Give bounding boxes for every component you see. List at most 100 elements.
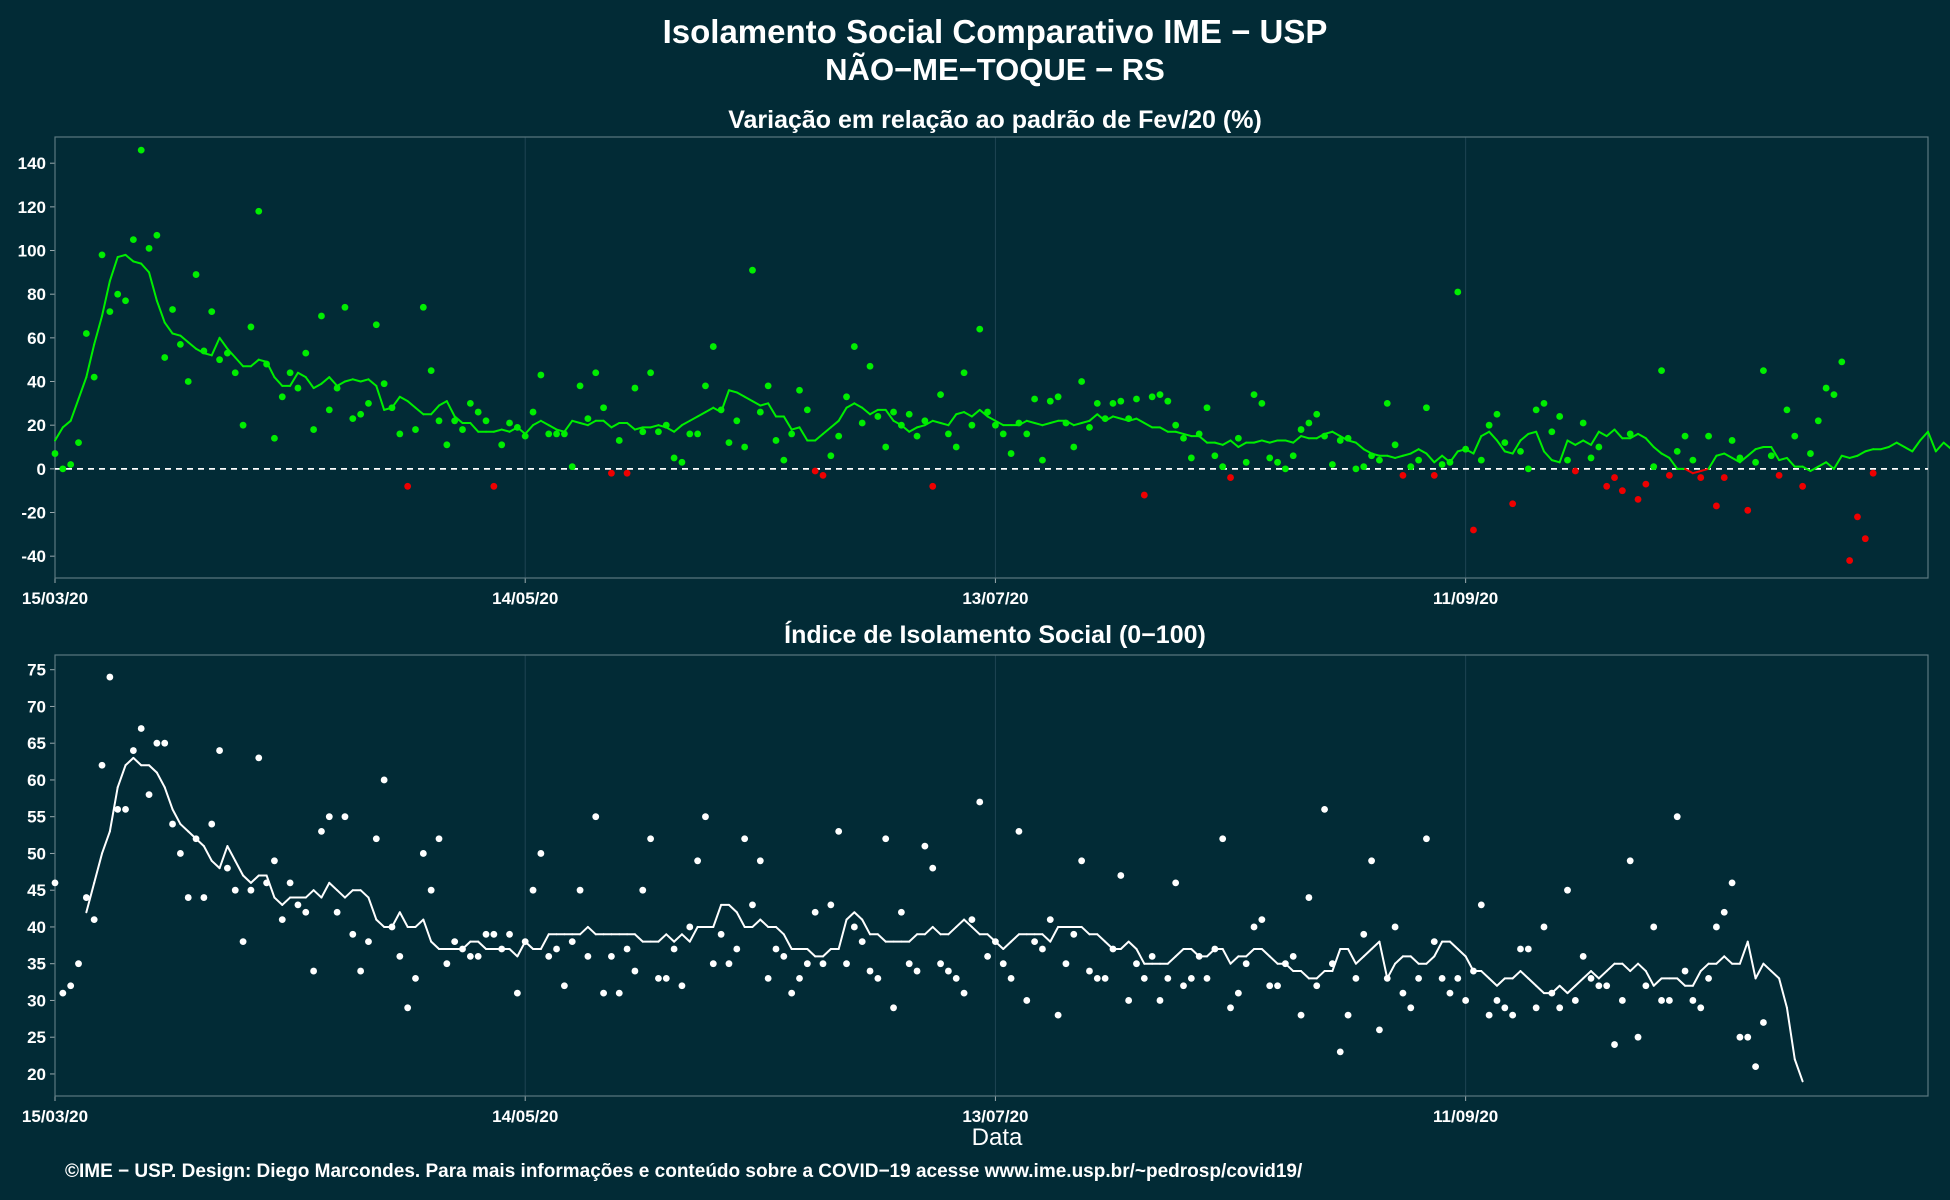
data-point	[749, 266, 756, 274]
moving-average-segment	[1652, 446, 1663, 455]
data-point	[122, 297, 129, 305]
data-point	[686, 923, 694, 931]
y-tick-label: 40	[27, 918, 46, 937]
data-point	[780, 952, 788, 960]
data-point	[318, 312, 325, 320]
moving-average-segment	[320, 376, 331, 385]
data-point	[1266, 982, 1274, 990]
data-point	[255, 207, 263, 215]
moving-average-segment	[908, 933, 919, 943]
data-point	[310, 967, 318, 975]
data-point	[1509, 1011, 1517, 1019]
y-tick-label: 35	[27, 955, 46, 974]
data-point	[1799, 482, 1807, 490]
moving-average-segment	[1558, 439, 1569, 464]
moving-average-segment	[1903, 446, 1914, 453]
data-point	[1070, 443, 1078, 451]
moving-average-segment	[657, 933, 668, 943]
data-point	[835, 432, 843, 440]
x-tick-label: 14/05/20	[492, 1107, 558, 1126]
data-point	[897, 421, 905, 429]
data-point	[1203, 404, 1211, 412]
moving-average-segment	[1590, 970, 1600, 980]
moving-average-segment	[234, 859, 245, 877]
moving-average-segment	[1135, 948, 1146, 965]
data-point	[1720, 908, 1728, 916]
moving-average-segment	[1394, 955, 1404, 965]
data-point	[1430, 938, 1438, 946]
data-point	[890, 1004, 897, 1012]
data-point	[349, 415, 357, 423]
data-point	[1752, 1063, 1759, 1070]
data-point	[1454, 288, 1462, 296]
data-point	[1462, 445, 1470, 453]
y-tick-label: 30	[27, 991, 46, 1010]
moving-average-segment	[453, 415, 464, 424]
moving-average-segment	[1456, 948, 1467, 958]
moving-average-segment	[673, 424, 683, 433]
moving-average-segment	[1746, 940, 1757, 980]
moving-average-segment	[1778, 456, 1788, 462]
data-point	[1360, 463, 1368, 471]
data-point	[513, 989, 521, 997]
data-point	[1195, 952, 1203, 960]
data-point	[435, 835, 443, 843]
moving-average-segment	[1699, 467, 1710, 473]
moving-average-segment	[696, 411, 707, 418]
data-point	[1415, 456, 1423, 464]
data-point	[827, 452, 835, 460]
data-point	[984, 408, 991, 416]
data-point	[1838, 358, 1846, 366]
moving-average-segment	[1566, 439, 1577, 446]
moving-average-segment	[1660, 452, 1671, 459]
data-point	[1869, 469, 1877, 477]
data-point	[968, 421, 976, 429]
y-tick-label: 75	[27, 661, 46, 680]
data-point	[1101, 975, 1109, 982]
moving-average-segment	[1832, 454, 1843, 470]
data-point	[388, 923, 396, 931]
data-point	[796, 386, 803, 394]
moving-average-segment	[1010, 933, 1020, 943]
data-point	[1242, 458, 1250, 466]
data-point	[294, 901, 302, 909]
data-point	[1266, 454, 1274, 462]
moving-average-segment	[751, 400, 762, 407]
moving-average-segment	[1378, 940, 1389, 980]
data-point	[1658, 367, 1665, 374]
data-point	[913, 967, 921, 975]
data-point	[1336, 1048, 1344, 1056]
data-point	[788, 989, 796, 997]
data-point	[1454, 975, 1462, 982]
data-point	[325, 813, 333, 821]
moving-average-segment	[1668, 456, 1679, 470]
data-point	[1289, 452, 1297, 460]
data-point	[733, 417, 741, 425]
data-point	[968, 916, 976, 923]
moving-average-segment	[226, 845, 237, 862]
moving-average-segment	[774, 925, 785, 936]
data-point	[1642, 982, 1650, 990]
moving-average-segment	[798, 426, 809, 442]
moving-average-segment	[861, 406, 872, 416]
data-point	[1673, 813, 1681, 821]
data-point	[717, 406, 725, 414]
data-point	[380, 776, 388, 784]
moving-average-segment	[1174, 948, 1185, 958]
data-point	[1234, 989, 1242, 997]
data-point	[1720, 474, 1728, 481]
data-point	[725, 439, 733, 447]
moving-average-segment	[296, 371, 307, 379]
moving-average-segment	[163, 321, 174, 335]
data-point	[114, 290, 122, 298]
data-point	[1133, 960, 1140, 968]
data-point	[929, 864, 937, 872]
data-point	[631, 384, 639, 392]
data-point	[1462, 997, 1470, 1004]
data-point	[529, 886, 537, 894]
moving-average-segment	[1096, 933, 1107, 943]
data-point	[1203, 975, 1211, 982]
data-point	[819, 960, 827, 968]
moving-average-segment	[1535, 430, 1545, 453]
moving-average-segment	[1488, 977, 1498, 987]
